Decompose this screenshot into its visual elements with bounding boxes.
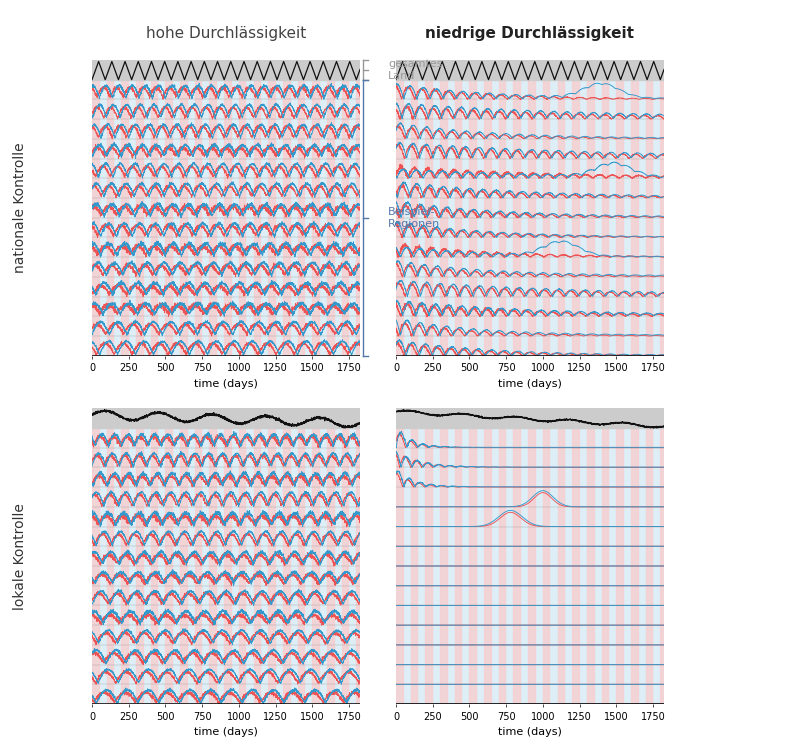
Bar bbox=[283, 408, 290, 704]
Bar bbox=[484, 408, 490, 704]
Bar bbox=[122, 408, 128, 704]
Bar bbox=[470, 60, 476, 356]
Bar bbox=[454, 408, 462, 704]
Bar bbox=[426, 408, 432, 704]
Text: Beispiel-
Regionen: Beispiel- Regionen bbox=[388, 207, 440, 228]
Bar bbox=[602, 60, 608, 356]
Text: niedrige Durchlässigkeit: niedrige Durchlässigkeit bbox=[426, 26, 634, 41]
Bar bbox=[426, 60, 432, 356]
Bar bbox=[660, 60, 664, 356]
Bar bbox=[410, 408, 418, 704]
Text: nationale Kontrolle: nationale Kontrolle bbox=[13, 142, 27, 273]
Bar bbox=[106, 60, 114, 356]
X-axis label: time (days): time (days) bbox=[194, 727, 258, 737]
Bar bbox=[150, 60, 158, 356]
Bar bbox=[239, 60, 246, 356]
Bar bbox=[440, 60, 446, 356]
Bar bbox=[572, 60, 579, 356]
Bar bbox=[298, 60, 304, 356]
Bar bbox=[106, 408, 114, 704]
Bar bbox=[396, 60, 664, 79]
Bar bbox=[342, 408, 348, 704]
Bar bbox=[572, 408, 579, 704]
Bar bbox=[180, 408, 186, 704]
Bar bbox=[166, 60, 172, 356]
Bar bbox=[92, 408, 98, 704]
Bar bbox=[631, 60, 638, 356]
Bar bbox=[514, 60, 520, 356]
Bar bbox=[543, 408, 550, 704]
Bar bbox=[616, 408, 623, 704]
Bar bbox=[254, 60, 260, 356]
Bar bbox=[224, 60, 230, 356]
Bar bbox=[587, 60, 594, 356]
Bar bbox=[558, 408, 564, 704]
Bar bbox=[210, 60, 216, 356]
Bar bbox=[327, 408, 334, 704]
Bar bbox=[268, 60, 275, 356]
Bar bbox=[224, 408, 230, 704]
Bar bbox=[166, 408, 172, 704]
Bar bbox=[92, 60, 360, 79]
Text: hohe Durchlässigkeit: hohe Durchlässigkeit bbox=[146, 26, 306, 41]
Bar bbox=[342, 60, 348, 356]
Bar bbox=[660, 408, 664, 704]
Bar bbox=[312, 408, 319, 704]
Bar bbox=[410, 60, 418, 356]
Bar bbox=[602, 408, 608, 704]
Bar bbox=[356, 60, 360, 356]
Bar bbox=[396, 60, 402, 356]
Bar bbox=[180, 60, 186, 356]
Bar bbox=[646, 60, 652, 356]
Bar bbox=[122, 60, 128, 356]
Bar bbox=[92, 408, 360, 428]
Bar bbox=[136, 408, 142, 704]
Bar bbox=[194, 60, 202, 356]
Bar bbox=[528, 408, 534, 704]
Bar bbox=[498, 408, 506, 704]
X-axis label: time (days): time (days) bbox=[194, 379, 258, 389]
Bar bbox=[440, 408, 446, 704]
Bar bbox=[587, 408, 594, 704]
Bar bbox=[356, 408, 360, 704]
Bar bbox=[239, 408, 246, 704]
Bar bbox=[616, 60, 623, 356]
Bar bbox=[470, 408, 476, 704]
Bar bbox=[396, 408, 664, 428]
Bar bbox=[514, 408, 520, 704]
Bar bbox=[312, 60, 319, 356]
Bar bbox=[543, 60, 550, 356]
Text: lokale Kontrolle: lokale Kontrolle bbox=[13, 503, 27, 610]
Bar bbox=[92, 60, 98, 356]
Bar bbox=[454, 60, 462, 356]
Bar bbox=[283, 60, 290, 356]
Bar bbox=[646, 408, 652, 704]
Bar bbox=[268, 408, 275, 704]
Bar bbox=[558, 60, 564, 356]
Bar bbox=[327, 60, 334, 356]
Bar bbox=[498, 60, 506, 356]
Bar bbox=[210, 408, 216, 704]
Bar bbox=[298, 408, 304, 704]
Bar bbox=[484, 60, 490, 356]
X-axis label: time (days): time (days) bbox=[498, 727, 562, 737]
Bar bbox=[150, 408, 158, 704]
Bar bbox=[631, 408, 638, 704]
Bar bbox=[136, 60, 142, 356]
Bar bbox=[254, 408, 260, 704]
Text: gesamtes
Land: gesamtes Land bbox=[388, 59, 442, 81]
Bar bbox=[528, 60, 534, 356]
X-axis label: time (days): time (days) bbox=[498, 379, 562, 389]
Bar bbox=[194, 408, 202, 704]
Bar bbox=[396, 408, 402, 704]
